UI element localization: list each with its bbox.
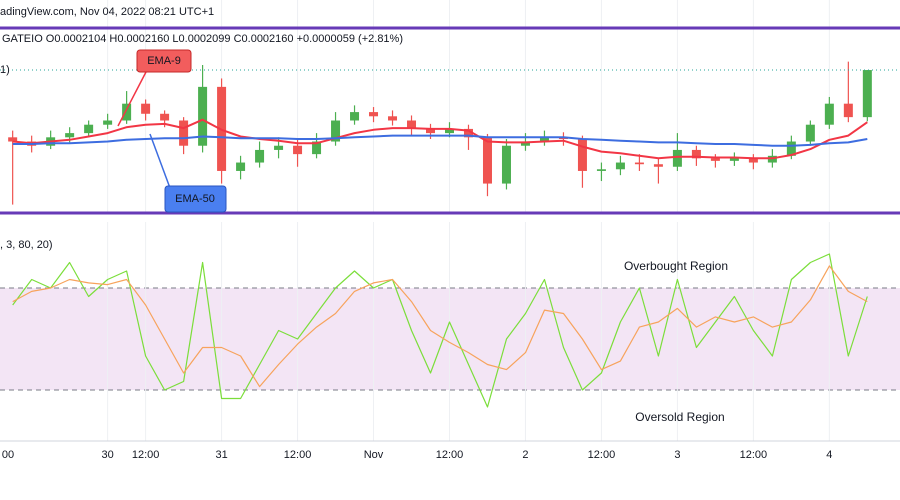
candle-body xyxy=(577,139,587,171)
candle-body xyxy=(653,164,663,167)
candle-body xyxy=(691,149,701,159)
candle-body xyxy=(729,158,739,161)
chart-title: adingView.com, Nov 04, 2022 08:21 UTC+1 xyxy=(0,6,214,18)
candle-body xyxy=(198,86,208,146)
callout-label: EMA-9 xyxy=(147,55,181,67)
candle-body xyxy=(255,149,265,163)
candle-body xyxy=(748,158,758,163)
candle-body xyxy=(331,120,341,142)
marks xyxy=(0,61,900,408)
candle-body xyxy=(388,116,398,121)
candle-body xyxy=(122,103,132,121)
candle-body xyxy=(407,120,417,129)
stoch-line xyxy=(12,253,868,408)
candle-body xyxy=(312,141,322,155)
x-tick-label: 12:00 xyxy=(740,449,768,461)
candle-body xyxy=(426,128,436,134)
candle-body xyxy=(444,128,454,134)
candle-body xyxy=(274,145,284,150)
candle-body xyxy=(160,113,170,121)
candle-body xyxy=(141,103,151,114)
callout-pointer xyxy=(117,71,147,127)
annotation: Overbought Region xyxy=(624,259,728,273)
candle-body xyxy=(824,103,834,125)
x-tick-label: 2 xyxy=(522,449,528,461)
candle-body xyxy=(103,120,113,125)
x-tick-label: 12:00 xyxy=(132,449,160,461)
candle-body xyxy=(615,162,625,170)
candle-body xyxy=(805,124,815,142)
x-axis: 00 30 12:00 31 12:00 Nov 12:00 2 12:00 3 12:00 4 xyxy=(2,449,833,461)
candle-body xyxy=(520,141,530,146)
candle-body xyxy=(862,70,872,118)
candle-body xyxy=(501,145,511,184)
x-tick-label: 31 xyxy=(215,449,227,461)
candle-body xyxy=(293,145,303,155)
x-tick-label: 12:00 xyxy=(588,449,616,461)
candle-body xyxy=(786,141,796,156)
candle-body xyxy=(369,112,379,117)
candle-body xyxy=(672,149,682,167)
x-tick-label: 30 xyxy=(102,449,114,461)
candle-body xyxy=(65,133,75,138)
candle-body xyxy=(539,137,549,142)
candle-body xyxy=(236,162,246,171)
annotation: Oversold Region xyxy=(635,410,724,424)
candle-body xyxy=(350,112,360,121)
candle-body xyxy=(179,120,189,146)
candle-body xyxy=(463,128,473,138)
candle-body xyxy=(84,124,94,134)
candle-body xyxy=(8,137,18,142)
symbol-line: GATEIO O0.0002104 H0.0002160 L0.0002099 … xyxy=(2,33,403,45)
level-band xyxy=(0,288,900,390)
stoch-line xyxy=(12,265,868,388)
callouts: EMA-9 EMA-50 xyxy=(117,49,227,213)
candle-body xyxy=(843,103,853,118)
x-tick-label: 00 xyxy=(2,449,14,461)
ema-line xyxy=(12,118,868,160)
candle-body xyxy=(634,162,644,165)
callout-label: EMA-50 xyxy=(175,193,215,205)
callout-box xyxy=(164,185,227,213)
x-tick-label: 12:00 xyxy=(284,449,312,461)
grid xyxy=(0,0,900,441)
indicator-label: , 3, 80, 20) xyxy=(0,239,53,251)
callout-box xyxy=(136,49,192,73)
candle-body xyxy=(596,169,606,171)
ema-line xyxy=(12,134,868,147)
callout-pointer xyxy=(149,133,171,189)
x-tick-label: 4 xyxy=(826,449,832,461)
x-tick-label: 3 xyxy=(674,449,680,461)
candle-body xyxy=(710,158,720,161)
x-tick-label: 12:00 xyxy=(436,449,464,461)
indicator-label: 1) xyxy=(0,64,10,76)
candle-body xyxy=(482,137,492,184)
x-tick-label: Nov xyxy=(364,449,384,461)
